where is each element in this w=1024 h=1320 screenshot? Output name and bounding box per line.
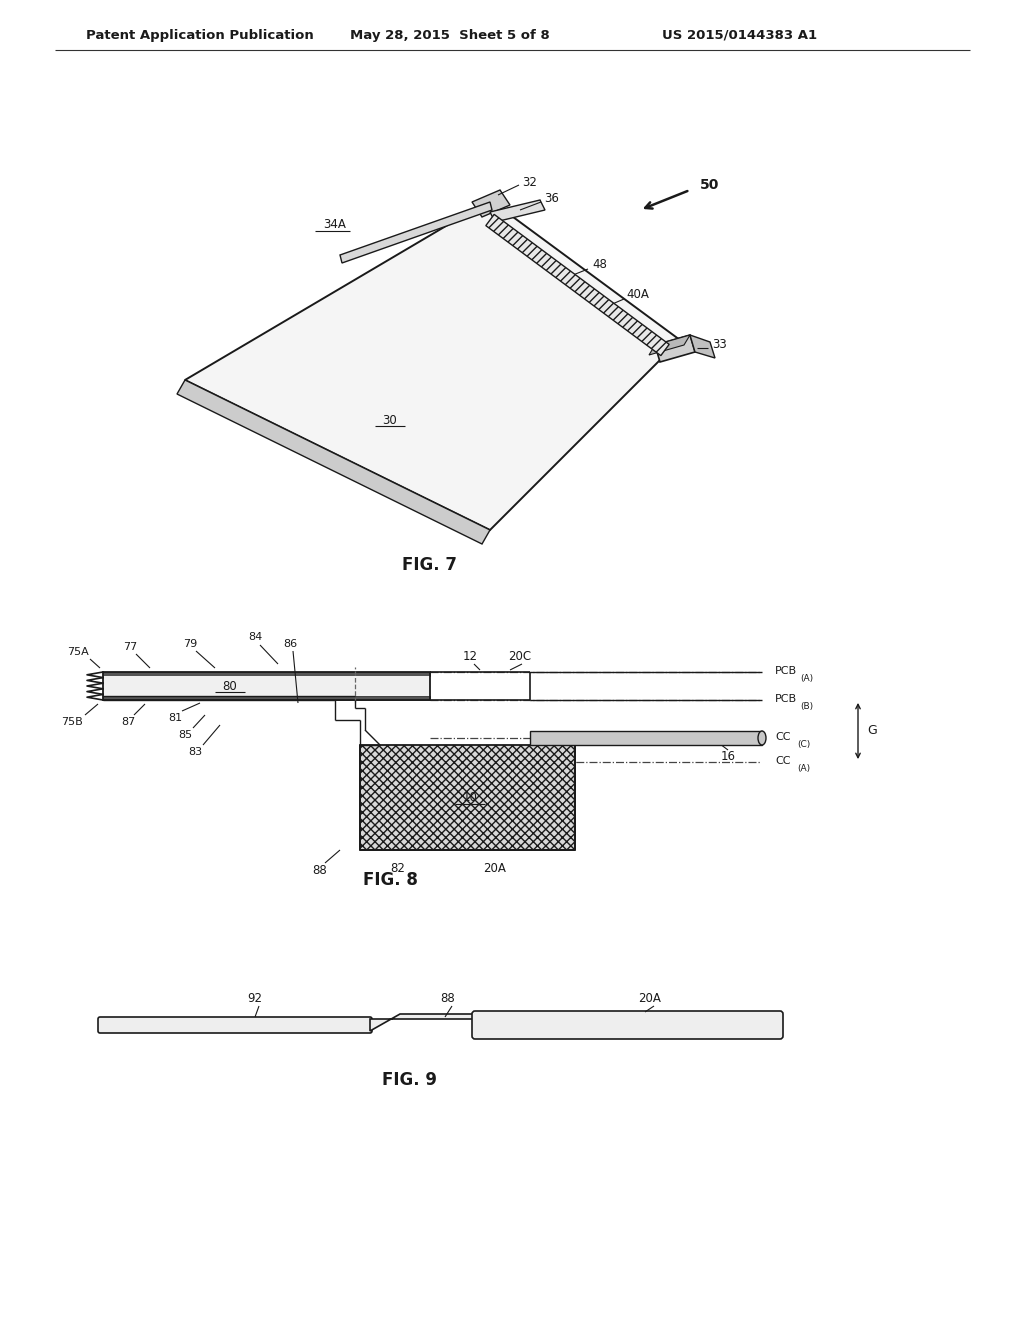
- Text: 92: 92: [248, 993, 262, 1006]
- Bar: [103, 672, 430, 700]
- Text: 36: 36: [545, 191, 559, 205]
- Text: 34A: 34A: [324, 219, 346, 231]
- Text: 75A: 75A: [68, 647, 89, 657]
- Text: US 2015/0144383 A1: US 2015/0144383 A1: [663, 29, 817, 41]
- Text: (A): (A): [797, 763, 810, 772]
- Text: PCB: PCB: [775, 694, 797, 704]
- Polygon shape: [649, 335, 690, 355]
- Polygon shape: [370, 1014, 480, 1031]
- Polygon shape: [655, 335, 695, 362]
- Bar: [530, 731, 762, 744]
- Text: 80: 80: [222, 680, 238, 693]
- Text: 88: 88: [312, 863, 328, 876]
- Text: 82: 82: [390, 862, 406, 874]
- Text: 86: 86: [283, 639, 297, 649]
- Text: (A): (A): [800, 673, 813, 682]
- Text: 20A: 20A: [639, 993, 662, 1006]
- Text: 48: 48: [593, 259, 607, 272]
- Text: G: G: [867, 725, 877, 738]
- Text: FIG. 9: FIG. 9: [383, 1071, 437, 1089]
- Polygon shape: [340, 202, 492, 263]
- Text: FIG. 8: FIG. 8: [362, 871, 418, 888]
- Bar: [103, 672, 430, 676]
- Polygon shape: [490, 201, 545, 222]
- Text: (C): (C): [797, 739, 810, 748]
- Text: CC: CC: [775, 756, 791, 766]
- Text: 75B: 75B: [61, 717, 83, 727]
- Text: 33: 33: [713, 338, 727, 351]
- FancyBboxPatch shape: [98, 1016, 372, 1034]
- Text: PCB: PCB: [775, 667, 797, 676]
- Text: 40A: 40A: [627, 289, 649, 301]
- Text: 85: 85: [178, 730, 193, 741]
- Text: 16: 16: [721, 750, 735, 763]
- Text: 20C: 20C: [509, 651, 531, 664]
- Ellipse shape: [758, 731, 766, 744]
- Bar: [360, 744, 575, 850]
- Text: (B): (B): [800, 701, 813, 710]
- Text: 32: 32: [522, 176, 538, 189]
- Text: 88: 88: [440, 993, 456, 1006]
- Text: May 28, 2015  Sheet 5 of 8: May 28, 2015 Sheet 5 of 8: [350, 29, 550, 41]
- Text: 20A: 20A: [483, 862, 507, 874]
- Text: 81: 81: [168, 713, 182, 723]
- Text: 77: 77: [123, 642, 137, 652]
- Polygon shape: [485, 214, 669, 355]
- Text: FIG. 7: FIG. 7: [402, 556, 458, 574]
- Text: Patent Application Publication: Patent Application Publication: [86, 29, 314, 41]
- Bar: [103, 696, 430, 700]
- Text: 87: 87: [121, 717, 135, 727]
- Text: 12: 12: [463, 651, 477, 664]
- Polygon shape: [690, 335, 715, 358]
- Polygon shape: [472, 190, 510, 216]
- Text: 10: 10: [463, 791, 477, 804]
- Text: CC: CC: [775, 733, 791, 742]
- Text: 84: 84: [248, 632, 262, 642]
- Text: 50: 50: [700, 178, 720, 191]
- FancyBboxPatch shape: [472, 1011, 783, 1039]
- Bar: [103, 676, 430, 696]
- Text: 83: 83: [188, 747, 202, 756]
- Text: 30: 30: [383, 413, 397, 426]
- Polygon shape: [177, 380, 490, 544]
- Text: 79: 79: [183, 639, 198, 649]
- Polygon shape: [185, 201, 680, 531]
